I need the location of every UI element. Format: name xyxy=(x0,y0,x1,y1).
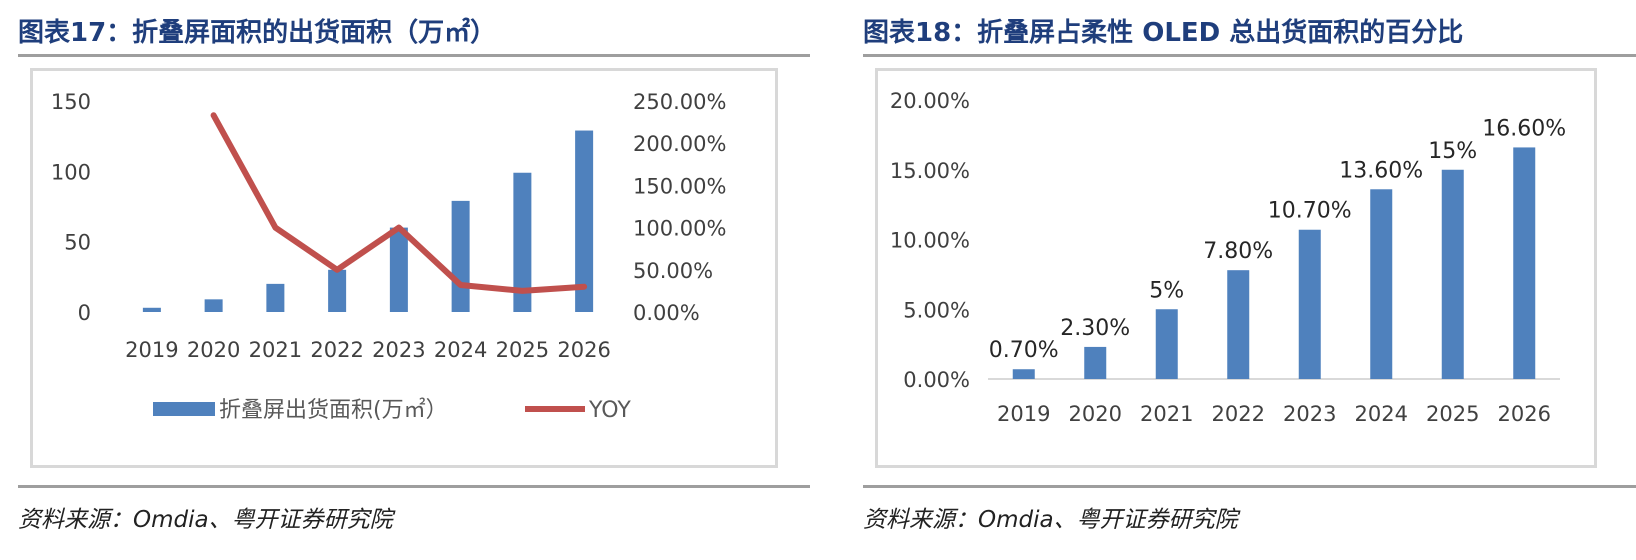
y-tick-label: 15.00% xyxy=(890,159,970,183)
left-title-rule xyxy=(18,54,810,57)
shipment-area-bar xyxy=(451,200,470,312)
right-y-tick-label: 100.00% xyxy=(633,217,726,241)
shipment-area-bar xyxy=(513,172,532,312)
x-tick-label: 2019 xyxy=(125,338,178,362)
bar-data-label: 13.60% xyxy=(1339,158,1423,183)
right-y-tick-label: 200.00% xyxy=(633,132,726,156)
legend-bar-swatch xyxy=(153,402,215,416)
x-tick-label: 2020 xyxy=(1069,402,1122,426)
shipment-area-bar xyxy=(328,269,347,312)
left-combo-chart: 0 50 100 150 0.00% 50.00% 100.00% 150.00% 200.00… xyxy=(51,90,727,423)
right-y-tick-label: 0.00% xyxy=(633,301,700,325)
x-tick-label: 2025 xyxy=(496,338,549,362)
share-bar xyxy=(1298,229,1321,379)
shipment-area-bar xyxy=(389,227,408,312)
legend-bar-label: 折叠屏出货面积(万㎡） xyxy=(219,397,448,423)
x-tick-label: 2026 xyxy=(1498,402,1551,426)
bar-data-label: 16.60% xyxy=(1482,116,1566,141)
bar-data-label: 7.80% xyxy=(1203,239,1273,264)
bar-data-label: 15% xyxy=(1428,139,1477,164)
right-figure-title: 图表18：折叠屏占柔性 OLED 总出货面积的百分比 xyxy=(863,18,1464,48)
y-tick-label: 0.00% xyxy=(903,368,970,392)
bar-data-label: 10.70% xyxy=(1268,199,1352,224)
x-tick-label: 2023 xyxy=(372,338,425,362)
share-bar xyxy=(1155,309,1178,379)
y-tick-label: 5.00% xyxy=(903,298,970,322)
right-y-tick-label: 50.00% xyxy=(633,259,713,283)
x-tick-label: 2022 xyxy=(310,338,363,362)
right-bar-chart: 0.00% 5.00% 10.00% 15.00% 20.00% 0.70% 2019 2.3… xyxy=(890,89,1566,426)
left-y-tick-label: 150 xyxy=(51,90,91,114)
right-bottom-rule xyxy=(863,485,1636,488)
y-tick-label: 20.00% xyxy=(890,89,970,113)
x-tick-label: 2021 xyxy=(1140,402,1193,426)
x-tick-label: 2024 xyxy=(434,338,487,362)
x-tick-label: 2021 xyxy=(249,338,302,362)
right-chart-frame: 0.00% 5.00% 10.00% 15.00% 20.00% 0.70% 2019 2.3… xyxy=(875,68,1597,468)
x-tick-label: 2022 xyxy=(1212,402,1265,426)
right-y-tick-label: 250.00% xyxy=(633,90,726,114)
x-tick-label: 2019 xyxy=(997,402,1050,426)
bar-data-label: 2.30% xyxy=(1060,316,1130,341)
y-tick-label: 10.00% xyxy=(890,229,970,253)
x-tick-label: 2025 xyxy=(1426,402,1479,426)
x-tick-label: 2026 xyxy=(557,338,610,362)
bar-data-label: 5% xyxy=(1149,278,1184,303)
left-figure-title: 图表17：折叠屏面积的出货面积（万㎡） xyxy=(18,18,497,48)
x-tick-label: 2023 xyxy=(1283,402,1336,426)
left-figure-panel: 图表17：折叠屏面积的出货面积（万㎡） 0 50 100 150 0.00% 50.00%… xyxy=(0,0,810,560)
x-tick-label: 2020 xyxy=(187,338,240,362)
right-source-note: 资料来源：Omdia、粤开证券研究院 xyxy=(863,507,1238,533)
yoy-line xyxy=(210,112,588,294)
legend-line-label: YOY xyxy=(588,398,631,423)
left-chart-frame: 0 50 100 150 0.00% 50.00% 100.00% 150.00% 200.00… xyxy=(30,68,778,468)
bar-data-label: 0.70% xyxy=(989,338,1059,363)
share-bar xyxy=(1012,369,1035,379)
right-title-rule xyxy=(863,54,1636,57)
right-y-tick-label: 150.00% xyxy=(633,174,726,198)
shipment-area-bar xyxy=(266,283,285,312)
x-tick-label: 2024 xyxy=(1355,402,1408,426)
left-source-note: 资料来源：Omdia、粤开证券研究院 xyxy=(18,507,393,533)
share-bar xyxy=(1441,169,1464,379)
share-bar xyxy=(1370,189,1393,379)
right-figure-panel: 图表18：折叠屏占柔性 OLED 总出货面积的百分比 0.00% 5.00% 10.… xyxy=(845,0,1636,560)
share-bar xyxy=(1513,147,1536,379)
share-bar xyxy=(1084,346,1107,379)
shipment-area-bar xyxy=(204,299,223,312)
left-y-tick-label: 0 xyxy=(78,301,91,325)
shipment-area-bar xyxy=(575,130,594,312)
shipment-area-bar xyxy=(142,307,161,312)
left-bottom-rule xyxy=(18,485,810,488)
left-y-tick-label: 100 xyxy=(51,160,91,184)
share-bar xyxy=(1227,270,1250,379)
left-y-tick-label: 50 xyxy=(64,231,91,255)
